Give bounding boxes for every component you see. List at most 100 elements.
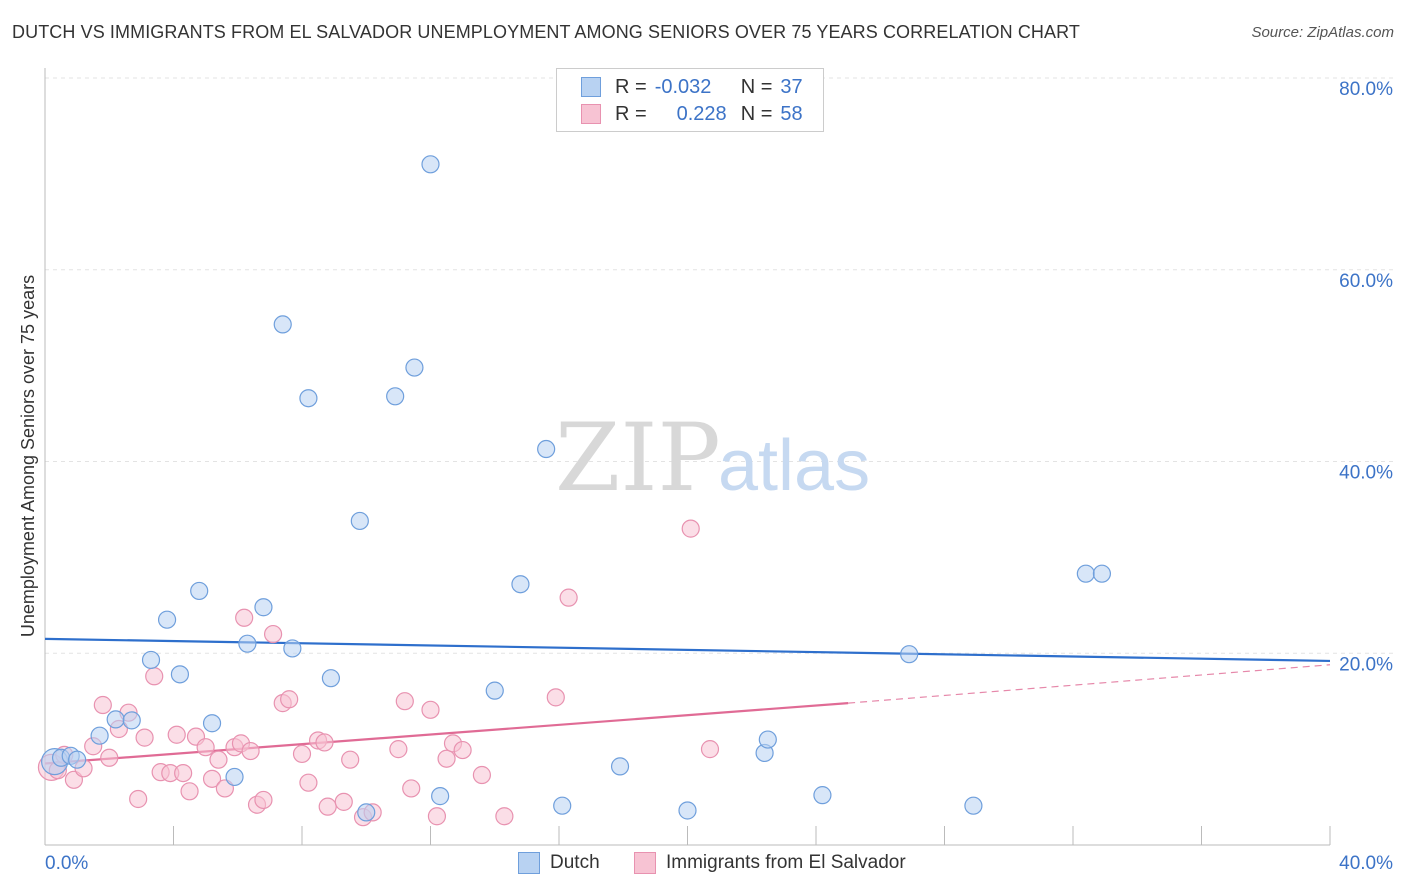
dutch-point	[122, 711, 141, 730]
salvador-r-value: 0.228	[676, 102, 727, 125]
salvador-point	[318, 797, 337, 816]
dutch-point	[157, 610, 177, 629]
salvador-point	[453, 740, 472, 760]
dutch-point	[357, 803, 376, 822]
y-tick-label-60: 60.0%	[1339, 271, 1393, 292]
watermark-atlas: atlas	[718, 426, 870, 506]
salvador-point	[495, 807, 514, 826]
salvador-point	[93, 695, 112, 715]
salvador-point	[202, 769, 222, 788]
legend-item-salvador[interactable]: Immigrants from El Salvador	[634, 852, 906, 874]
dutch-point	[386, 387, 405, 406]
legend-item-dutch[interactable]: Dutch	[518, 852, 600, 874]
r-label: R =	[615, 102, 647, 125]
salvador-point	[180, 782, 199, 801]
salvador-point	[196, 738, 215, 757]
dutch-point	[283, 639, 302, 658]
series-legend: Dutch Immigrants from El Salvador	[0, 852, 1406, 878]
y-tick-label-40: 40.0%	[1339, 463, 1393, 484]
n-label: N =	[740, 75, 773, 98]
watermark-zip: ZIP	[555, 404, 721, 513]
salvador-point	[167, 725, 186, 744]
axes-layer: 20.0% 40.0% 60.0% 80.0%	[44, 68, 1393, 846]
dutch-point	[405, 358, 424, 377]
salvador-point	[145, 667, 164, 686]
salvador-point	[437, 749, 456, 768]
salvador-point	[263, 624, 283, 644]
salvador-swatch	[581, 104, 601, 124]
dutch-point	[141, 650, 161, 670]
trend-layer	[44, 637, 1331, 765]
points-layer	[37, 155, 1112, 827]
salvador-point	[209, 750, 228, 769]
dutch-point	[964, 796, 983, 815]
dutch-point	[421, 155, 440, 174]
salvador-point	[341, 750, 360, 769]
trend-line-dutch	[44, 637, 1331, 663]
dutch-point	[350, 511, 369, 531]
legend-swatch-dutch	[518, 852, 540, 874]
salvador-n-value: 58	[780, 102, 803, 125]
trend-line-salvador	[44, 702, 849, 765]
salvador-point	[135, 728, 154, 747]
salvador-point	[315, 733, 334, 752]
dutch-point	[321, 669, 341, 688]
dutch-point	[537, 439, 556, 459]
dutch-point	[190, 581, 209, 601]
dutch-point	[813, 786, 832, 805]
dutch-point	[610, 757, 630, 776]
dutch-swatch	[581, 77, 601, 97]
source-credit: Source: ZipAtlas.com	[1251, 24, 1394, 41]
salvador-point	[174, 763, 193, 783]
stats-legend: R = -0.032 N = 37 R = 0.228 N = 58	[556, 68, 824, 132]
dutch-point	[900, 645, 919, 664]
dutch-point	[225, 767, 244, 787]
salvador-point	[546, 688, 565, 707]
dutch-point	[299, 389, 318, 408]
salvador-point	[299, 773, 318, 792]
stats-row-dutch: R = -0.032 N = 37	[581, 75, 803, 99]
salvador-point	[254, 790, 273, 810]
salvador-point	[241, 741, 260, 761]
dutch-point	[170, 665, 190, 684]
x-tick-label-0: 0.0%	[45, 853, 88, 874]
dutch-point	[485, 681, 504, 700]
stats-row-salvador: R = 0.228 N = 58	[581, 102, 803, 126]
dutch-point	[1092, 564, 1112, 583]
y-tick-label-80: 80.0%	[1339, 79, 1393, 100]
salvador-point	[235, 608, 254, 627]
dutch-point	[202, 714, 222, 733]
x-tick-label-1: 40.0%	[1339, 853, 1393, 874]
dutch-point	[90, 726, 109, 745]
dutch-point	[758, 730, 777, 749]
y-tick-label-20: 20.0%	[1339, 654, 1393, 675]
salvador-point	[100, 748, 119, 767]
salvador-point	[389, 740, 408, 759]
n-label: N =	[740, 102, 773, 125]
watermark: ZIP atlas	[555, 404, 870, 513]
dutch-point	[106, 710, 125, 729]
salvador-point	[395, 692, 414, 711]
r-label: R =	[615, 75, 647, 98]
dutch-r-value: -0.032	[654, 75, 712, 98]
dutch-point	[273, 315, 292, 334]
salvador-point	[292, 744, 312, 764]
salvador-point	[559, 588, 578, 607]
salvador-point	[280, 690, 299, 709]
dutch-point	[254, 598, 273, 617]
salvador-point	[402, 779, 421, 798]
dutch-point	[678, 801, 697, 820]
dutch-point	[431, 787, 450, 806]
dutch-point	[553, 796, 572, 815]
dutch-point	[238, 634, 257, 653]
dutch-point	[511, 575, 530, 594]
salvador-point	[421, 700, 440, 719]
salvador-point	[681, 519, 700, 538]
dutch-point	[1076, 564, 1095, 583]
grid-layer	[45, 77, 1393, 654]
salvador-point	[700, 740, 720, 759]
dutch-n-value: 37	[780, 75, 803, 98]
salvador-point	[334, 792, 353, 811]
legend-swatch-salvador	[634, 852, 656, 874]
